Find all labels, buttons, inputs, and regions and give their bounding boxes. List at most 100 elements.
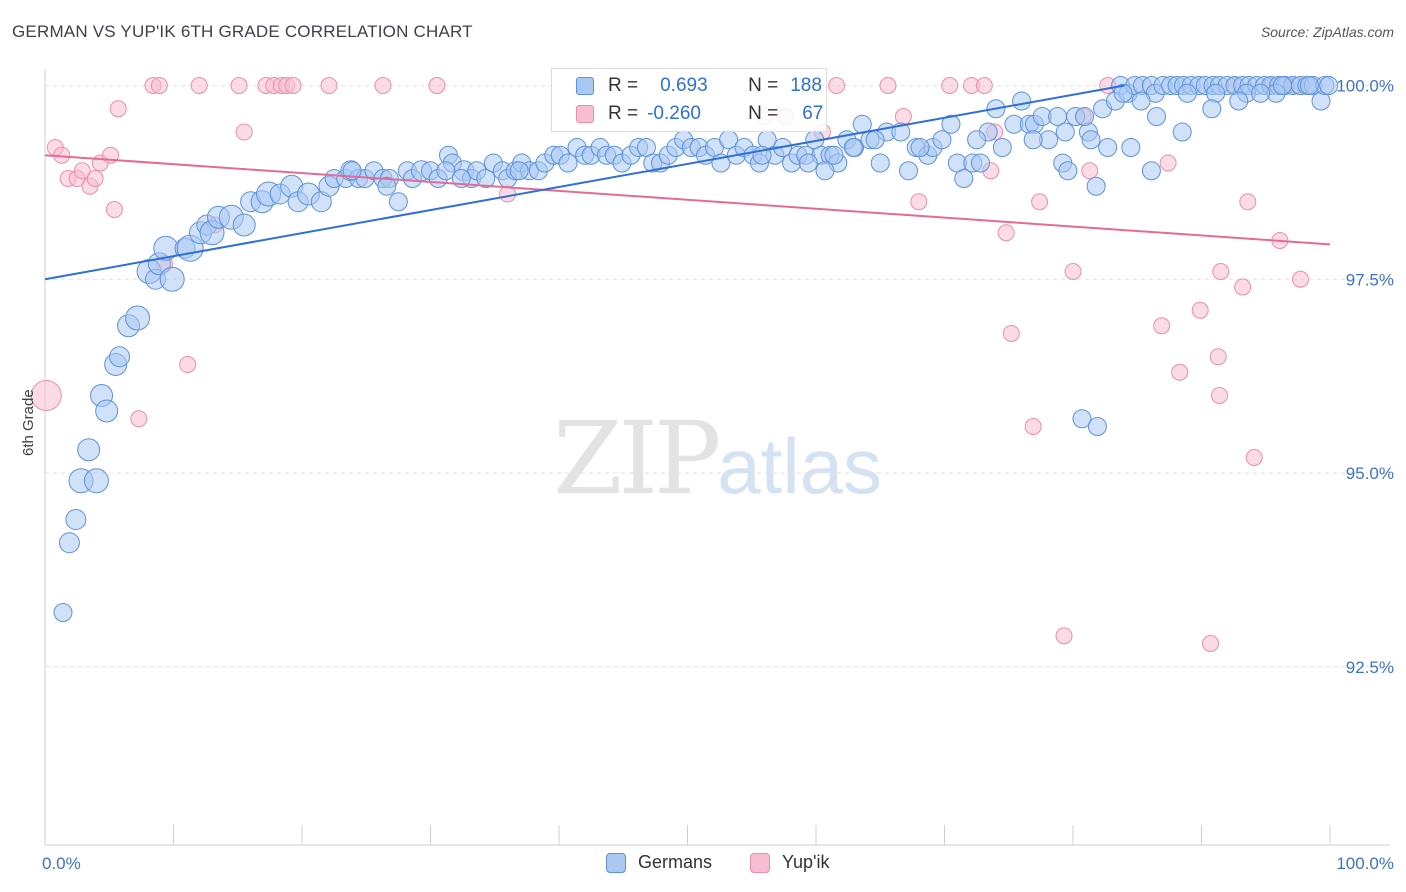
y-axis-label: 6th Grade — [20, 389, 37, 456]
yupik-point — [105, 201, 123, 218]
series-legend: Germans Yup'ik — [0, 852, 1406, 876]
germans-point — [1131, 91, 1151, 111]
yupik-swatch — [576, 105, 594, 123]
yupik-point — [1234, 278, 1252, 296]
yupik-point — [1153, 317, 1171, 335]
yupik-point — [235, 123, 253, 141]
germans-point — [1086, 176, 1106, 196]
germans-point — [992, 138, 1012, 157]
yupik-point — [997, 224, 1015, 242]
y-tick-label: 92.5% — [1346, 658, 1394, 677]
germans-point — [95, 399, 119, 423]
chart-title: GERMAN VS YUP'IK 6TH GRADE CORRELATION C… — [12, 22, 473, 41]
yupik-point — [374, 77, 392, 94]
yupik-point — [828, 77, 846, 94]
y-tick-label: 97.5% — [1346, 270, 1394, 289]
germans-point — [436, 161, 456, 181]
yupik-point — [1081, 162, 1099, 180]
germans-point — [388, 192, 408, 212]
germans-swatch — [576, 77, 594, 95]
germans-point — [58, 532, 80, 554]
germans-point — [1055, 122, 1075, 142]
germans-point — [377, 176, 397, 196]
yupik-point — [1024, 418, 1042, 435]
tick-labels: 100.0% 97.5% 95.0% 92.5% 0.0% 100.0% — [42, 77, 1394, 874]
germans-point — [1141, 161, 1161, 181]
yupik-point — [428, 77, 446, 94]
germans-point — [1072, 409, 1092, 429]
germans-point — [159, 266, 185, 292]
yupik-point — [1245, 449, 1263, 466]
yupik-point — [1055, 627, 1073, 645]
germans-point — [932, 130, 952, 150]
legend-item-yupik[interactable]: Yup'ik — [750, 852, 829, 873]
yupik-point — [910, 193, 928, 211]
legend-yupik-label: Yup'ik — [782, 852, 830, 872]
germans-points — [53, 76, 1339, 622]
germans-point — [558, 153, 578, 173]
yupik-point — [1002, 325, 1020, 342]
germans-point — [824, 145, 844, 165]
yupik-point — [879, 77, 897, 94]
germans-point — [509, 161, 529, 181]
germans-point — [1272, 76, 1292, 95]
yupik-point — [1212, 263, 1230, 280]
yupik-point — [179, 356, 197, 373]
germans-point — [1299, 76, 1319, 95]
yupik-trend-line — [44, 154, 1331, 246]
trend-lines — [44, 84, 1331, 281]
yupik-r-label: R = — [608, 103, 639, 124]
yupik-point — [130, 410, 148, 428]
germans-point — [476, 169, 496, 188]
germans-point — [1113, 83, 1133, 103]
germans-point — [910, 138, 930, 157]
germans-point — [232, 213, 256, 237]
germans-point — [1229, 91, 1249, 111]
y-tick-label: 95.0% — [1346, 464, 1394, 483]
source-credit: Source: ZipAtlas.com — [1260, 24, 1394, 40]
legend-row-yupik: R = -0.260 N = 67 — [576, 102, 823, 126]
germans-point — [954, 169, 974, 188]
yupik-point — [1171, 363, 1189, 381]
yupik-point — [1191, 301, 1209, 319]
yupik-point — [73, 162, 91, 180]
germans-point — [865, 130, 885, 150]
yupik-point — [1201, 635, 1219, 652]
germans-point — [967, 130, 987, 150]
yupik-r-value: -0.260 — [647, 103, 701, 124]
germans-point — [970, 153, 990, 173]
watermark: ZIPatlas — [553, 400, 882, 517]
yupik-point — [284, 77, 302, 94]
germans-r-value: 0.693 — [660, 75, 708, 96]
yupik-point — [190, 77, 208, 94]
germans-point — [870, 153, 890, 173]
legend-yupik-swatch — [750, 852, 770, 873]
germans-r-label: R = — [608, 75, 639, 96]
germans-point — [53, 603, 73, 622]
axes — [44, 70, 1390, 846]
germans-point — [1121, 138, 1141, 157]
germans-point — [1081, 130, 1101, 150]
germans-point — [899, 161, 919, 181]
germans-point — [1147, 107, 1167, 126]
yupik-point — [1210, 387, 1228, 404]
germans-n-value: 188 — [790, 75, 822, 96]
germans-point — [1319, 76, 1339, 95]
legend-row-germans: R = 0.693 N = 188 — [576, 74, 822, 98]
yupik-point — [30, 380, 62, 411]
germans-point — [1172, 122, 1192, 142]
yupik-n-value: 67 — [802, 103, 824, 124]
yupik-point — [1209, 348, 1227, 366]
germans-point — [843, 138, 863, 157]
germans-point — [1087, 417, 1107, 436]
yupik-n-label: N = — [748, 103, 779, 124]
stats-legend: R = 0.693 N = 188 R = -0.260 N = 67 — [551, 68, 827, 132]
legend-item-germans[interactable]: Germans — [606, 852, 712, 873]
germans-point — [1075, 107, 1095, 126]
watermark-atlas: atlas — [717, 422, 883, 510]
x-tick-label: 0.0% — [42, 854, 81, 873]
yupik-point — [1064, 263, 1082, 280]
germans-point — [891, 122, 911, 142]
yupik-point — [230, 77, 248, 94]
